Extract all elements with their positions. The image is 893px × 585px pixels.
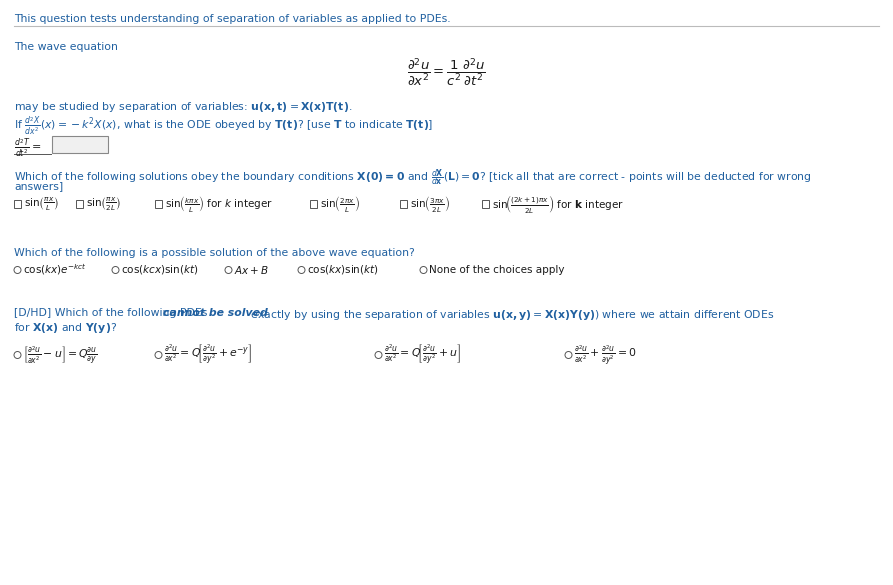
Text: $\sin\!\left(\frac{k\pi x}{L}\right)$ for $k$ integer: $\sin\!\left(\frac{k\pi x}{L}\right)$ fo… xyxy=(165,194,273,214)
Text: This question tests understanding of separation of variables as applied to PDEs.: This question tests understanding of sep… xyxy=(14,14,451,24)
Text: $\sin\!\!\left(\frac{(2k+1)\pi x}{2L}\right)$ for $\mathbf{k}$ integer: $\sin\!\!\left(\frac{(2k+1)\pi x}{2L}\ri… xyxy=(492,193,624,215)
FancyBboxPatch shape xyxy=(154,200,163,208)
Text: $\frac{\partial^2 u}{\partial x^2} + \frac{\partial^2 u}{\partial y^2} = 0$: $\frac{\partial^2 u}{\partial x^2} + \fr… xyxy=(574,343,637,367)
Text: $\cos(kcx)\sin(kt)$: $\cos(kcx)\sin(kt)$ xyxy=(121,263,198,277)
Text: answers]: answers] xyxy=(14,181,63,191)
Text: $\cos(kx)\sin(kt)$: $\cos(kx)\sin(kt)$ xyxy=(307,263,379,277)
FancyBboxPatch shape xyxy=(52,136,107,153)
Text: $\frac{d^2T}{dt^2}=$: $\frac{d^2T}{dt^2}=$ xyxy=(14,138,42,160)
Text: [D/HD] Which of the following PDEs: [D/HD] Which of the following PDEs xyxy=(14,308,211,318)
Text: $\left[\frac{\partial^2 u}{\partial x^2} - u\right] = Q\frac{\partial u}{\partia: $\left[\frac{\partial^2 u}{\partial x^2}… xyxy=(23,345,97,366)
Text: exactly by using the separation of variables $\mathbf{u(x,y)} = \mathbf{X(x)Y(y): exactly by using the separation of varia… xyxy=(247,308,774,322)
Text: $\sin\!\left(\frac{\pi x}{2L}\right)$: $\sin\!\left(\frac{\pi x}{2L}\right)$ xyxy=(86,195,121,212)
Text: $\cos(kx)e^{-kct}$: $\cos(kx)e^{-kct}$ xyxy=(23,263,87,277)
Text: $\frac{\partial^2 u}{\partial x^2} = Q\!\left[\frac{\partial^2 u}{\partial y^2} : $\frac{\partial^2 u}{\partial x^2} = Q\!… xyxy=(164,343,253,367)
Text: $\sin\!\left(\frac{2\pi x}{L}\right)$: $\sin\!\left(\frac{2\pi x}{L}\right)$ xyxy=(320,194,360,214)
FancyBboxPatch shape xyxy=(76,200,83,208)
Text: may be studied by separation of variables: $\mathbf{u(x,t)} = \mathbf{X(x)T(t)}$: may be studied by separation of variable… xyxy=(14,100,353,114)
Text: Which of the following is a possible solution of the above wave equation?: Which of the following is a possible sol… xyxy=(14,248,414,258)
Text: $\frac{\partial^2 u}{\partial x^2} = Q\!\left[\frac{\partial^2 u}{\partial y^2} : $\frac{\partial^2 u}{\partial x^2} = Q\!… xyxy=(384,343,461,367)
Text: for $\mathbf{X(x)}$ and $\mathbf{Y(y)}$?: for $\mathbf{X(x)}$ and $\mathbf{Y(y)}$? xyxy=(14,321,117,335)
Text: The wave equation: The wave equation xyxy=(14,42,118,52)
Text: $\sin\!\left(\frac{\pi x}{L}\right)$: $\sin\!\left(\frac{\pi x}{L}\right)$ xyxy=(24,195,59,212)
Text: cannot be solved: cannot be solved xyxy=(163,308,268,318)
Text: $\dfrac{\partial^2 u}{\partial x^2} = \dfrac{1}{c^2}\dfrac{\partial^2 u}{\partia: $\dfrac{\partial^2 u}{\partial x^2} = \d… xyxy=(406,56,486,88)
FancyBboxPatch shape xyxy=(481,200,489,208)
Text: Which of the following solutions obey the boundary conditions $\mathbf{X(0)=0}$ : Which of the following solutions obey th… xyxy=(14,168,812,190)
FancyBboxPatch shape xyxy=(400,200,407,208)
Text: $Ax+B$: $Ax+B$ xyxy=(234,264,269,276)
FancyBboxPatch shape xyxy=(310,200,317,208)
Text: If $\frac{d^2X}{dx^2}(x) = -k^2X(x)$, what is the ODE obeyed by $\mathbf{T(t)}$?: If $\frac{d^2X}{dx^2}(x) = -k^2X(x)$, wh… xyxy=(14,116,433,137)
Text: $\sin\!\left(\frac{3\pi x}{2L}\right)$: $\sin\!\left(\frac{3\pi x}{2L}\right)$ xyxy=(410,194,450,214)
Text: None of the choices apply: None of the choices apply xyxy=(429,265,564,275)
FancyBboxPatch shape xyxy=(13,200,21,208)
